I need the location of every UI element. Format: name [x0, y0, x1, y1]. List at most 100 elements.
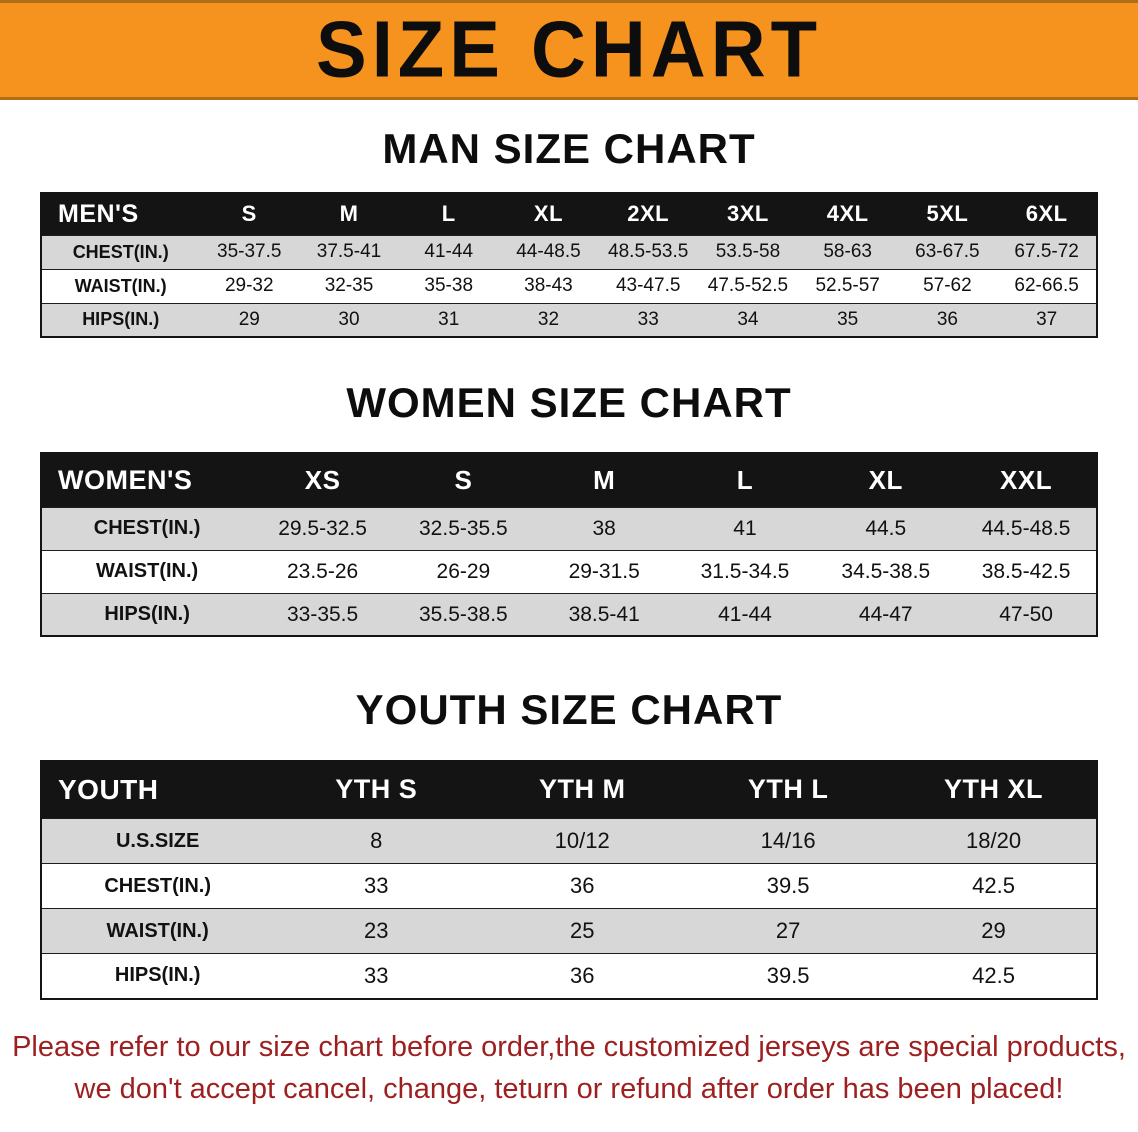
value-cell: 18/20	[891, 818, 1097, 864]
women-size-table-grid: WOMEN'S XS S M L XL XXL CHEST(IN.) 29.5-32.5 32.5…	[40, 452, 1098, 638]
row-label-cell: HIPS(IN.)	[41, 592, 253, 637]
size-header-cell: XL	[815, 453, 957, 508]
youth-size-table-grid: YOUTH YTH S YTH M YTH L YTH XL U.S.SIZE 8 10/12…	[40, 759, 1098, 1000]
value-cell: 32-35	[299, 268, 399, 304]
row-label-cell: U.S.SIZE	[41, 818, 274, 864]
value-cell: 39.5	[685, 953, 892, 999]
row-label-cell: HIPS(IN.)	[41, 302, 200, 338]
value-cell: 32	[498, 302, 599, 338]
row-label-cell: HIPS(IN.)	[41, 953, 274, 999]
table-row: CHEST(IN.) 29.5-32.5 32.5-35.5 38 41 44.5 44.5…	[41, 506, 1097, 551]
value-cell: 47-50	[956, 592, 1097, 637]
value-cell: 31	[398, 302, 499, 338]
value-cell: 48.5-53.5	[598, 234, 699, 270]
footer-note-line1: Please refer to our size chart before or…	[12, 1030, 1126, 1063]
value-cell: 35-38	[398, 268, 499, 304]
value-cell: 29.5-32.5	[252, 506, 393, 551]
value-cell: 57-62	[897, 268, 998, 304]
size-header-cell: 4XL	[797, 193, 898, 236]
table-header-row: WOMEN'S XS S M L XL XXL	[41, 453, 1097, 508]
value-cell: 26-29	[392, 549, 534, 594]
value-cell: 34	[698, 302, 798, 338]
value-cell: 35	[797, 302, 898, 338]
table-row: HIPS(IN.) 33 36 39.5 42.5	[41, 953, 1097, 999]
size-header-cell: L	[674, 453, 816, 508]
size-header-cell: XXL	[956, 453, 1097, 508]
table-row: WAIST(IN.) 29-32 32-35 35-38 38-43 43-47.5 47.…	[41, 268, 1097, 304]
row-label-cell: CHEST(IN.)	[41, 506, 253, 551]
row-label-cell: CHEST(IN.)	[41, 234, 200, 270]
value-cell: 41-44	[674, 592, 816, 637]
banner: SIZE CHART	[0, 0, 1138, 100]
value-cell: 67.5-72	[997, 234, 1097, 270]
value-cell: 23.5-26	[252, 549, 393, 594]
size-header-cell: XS	[252, 453, 393, 508]
men-size-section: MAN SIZE CHART MEN'S S M L XL 2XL 3XL 4XL 5XL 6XL…	[0, 125, 1138, 339]
value-cell: 44-47	[815, 592, 957, 637]
value-cell: 33	[598, 302, 699, 338]
value-cell: 62-66.5	[997, 268, 1097, 304]
value-cell: 33-35.5	[252, 592, 393, 637]
value-cell: 25	[479, 908, 686, 954]
table-title-cell: WOMEN'S	[41, 453, 253, 508]
women-section-heading: WOMEN SIZE CHART	[346, 379, 792, 427]
table-header-row: YOUTH YTH S YTH M YTH L YTH XL	[41, 760, 1097, 819]
table-header-row: MEN'S S M L XL 2XL 3XL 4XL 5XL 6XL	[41, 193, 1097, 236]
page-title: SIZE CHART	[316, 4, 822, 95]
youth-size-section: YOUTH SIZE CHART YOUTH YTH S YTH M YTH L YTH…	[0, 687, 1138, 1000]
size-header-cell: 2XL	[598, 193, 699, 236]
value-cell: 23	[273, 908, 480, 954]
size-header-cell: M	[299, 193, 399, 236]
men-section-heading: MAN SIZE CHART	[382, 125, 756, 172]
value-cell: 36	[897, 302, 998, 338]
table-title-cell: MEN'S	[41, 193, 200, 236]
size-header-cell: S	[392, 453, 534, 508]
value-cell: 41-44	[398, 234, 499, 270]
value-cell: 38.5-42.5	[956, 549, 1097, 594]
value-cell: 44.5-48.5	[956, 506, 1097, 551]
value-cell: 34.5-38.5	[815, 549, 957, 594]
value-cell: 52.5-57	[797, 268, 898, 304]
value-cell: 32.5-35.5	[392, 506, 534, 551]
value-cell: 35.5-38.5	[392, 592, 534, 637]
value-cell: 42.5	[891, 863, 1097, 909]
value-cell: 33	[273, 953, 480, 999]
value-cell: 14/16	[685, 818, 892, 864]
table-row: WAIST(IN.) 23 25 27 29	[41, 908, 1097, 954]
men-size-table-grid: MEN'S S M L XL 2XL 3XL 4XL 5XL 6XL CHEST(IN.) 35-37…	[40, 192, 1098, 339]
size-header-cell: XL	[498, 193, 599, 236]
value-cell: 47.5-52.5	[698, 268, 798, 304]
row-label-cell: WAIST(IN.)	[41, 908, 274, 954]
value-cell: 53.5-58	[698, 234, 798, 270]
row-label-cell: WAIST(IN.)	[41, 549, 253, 594]
size-header-cell: 6XL	[997, 193, 1097, 236]
value-cell: 44-48.5	[498, 234, 599, 270]
value-cell: 31.5-34.5	[674, 549, 816, 594]
value-cell: 27	[685, 908, 892, 954]
size-header-cell: 3XL	[698, 193, 798, 236]
value-cell: 37	[997, 302, 1097, 338]
value-cell: 63-67.5	[897, 234, 998, 270]
value-cell: 30	[299, 302, 399, 338]
value-cell: 29-31.5	[533, 549, 675, 594]
value-cell: 35-37.5	[199, 234, 300, 270]
value-cell: 38-43	[498, 268, 599, 304]
value-cell: 33	[273, 863, 480, 909]
row-label-cell: CHEST(IN.)	[41, 863, 274, 909]
table-row: U.S.SIZE 8 10/12 14/16 18/20	[41, 818, 1097, 864]
value-cell: 38	[533, 506, 675, 551]
youth-size-table: YOUTH YTH S YTH M YTH L YTH XL U.S.SIZE 8 10/12…	[40, 759, 1098, 1000]
footer-note-line2: we don't accept cancel, change, teturn o…	[74, 1072, 1064, 1105]
value-cell: 38.5-41	[533, 592, 675, 637]
value-cell: 36	[479, 953, 686, 999]
size-header-cell: YTH M	[479, 760, 686, 819]
value-cell: 10/12	[479, 818, 686, 864]
table-row: HIPS(IN.) 33-35.5 35.5-38.5 38.5-41 41-44 44-…	[41, 592, 1097, 637]
size-header-cell: L	[398, 193, 499, 236]
value-cell: 43-47.5	[598, 268, 699, 304]
footer-note: Please refer to our size chart before or…	[12, 1026, 1126, 1110]
table-row: CHEST(IN.) 35-37.5 37.5-41 41-44 44-48.5 48.5…	[41, 234, 1097, 270]
size-header-cell: YTH S	[273, 760, 480, 819]
size-header-cell: 5XL	[897, 193, 998, 236]
